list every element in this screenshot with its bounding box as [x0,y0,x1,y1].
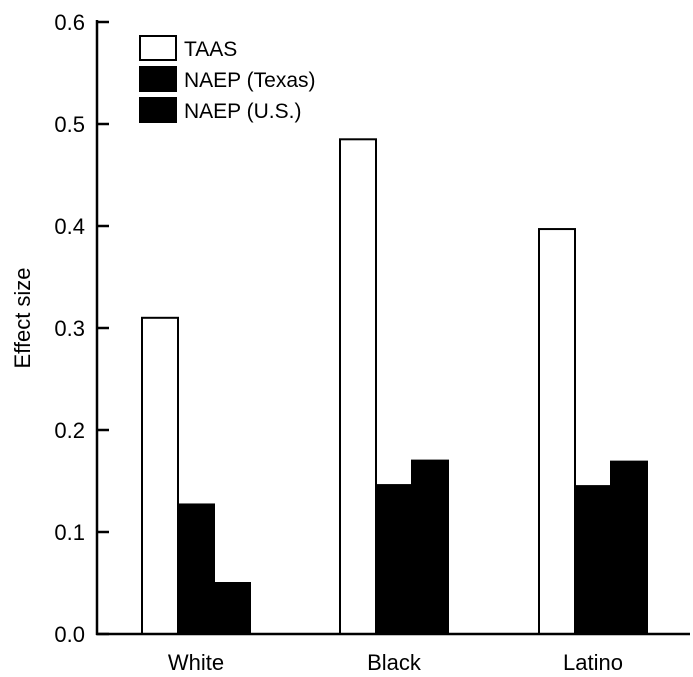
legend-swatch [139,35,177,61]
bar-white-1 [177,503,215,635]
legend-label: NAEP (Texas) [184,69,316,92]
legend-swatch [139,97,177,123]
legend-label: NAEP (U.S.) [184,100,301,123]
bar-latino-1 [574,485,612,635]
x-category-label: Black [367,650,422,675]
bar-black-0 [339,138,377,636]
legend-swatch [139,66,177,92]
legend-label: TAAS [184,38,237,61]
bar-black-1 [375,484,413,635]
plot-area [141,138,648,636]
bar-black-2 [411,459,449,635]
y-axis-title: Effect size [10,267,35,368]
y-tick-label: 0.5 [54,112,85,137]
y-tick-label: 0.6 [54,10,85,35]
x-category-label: Latino [563,650,623,675]
bar-white-2 [213,582,251,635]
bar-latino-0 [538,228,576,635]
y-tick-label: 0.2 [54,418,85,443]
bar-white-0 [141,316,179,635]
axes: 0.0 0.1 0.2 0.3 0.4 0.5 0.6 White Black Latino [54,10,690,675]
y-tick-label: 0.3 [54,316,85,341]
y-tick-label: 0.1 [54,520,85,545]
x-category-label: White [168,650,224,675]
y-tick-label: 0.0 [54,622,85,647]
y-tick-label: 0.4 [54,214,85,239]
bar-latino-2 [610,460,648,635]
legend: TAAS NAEP (Texas) NAEP (U.S.) [139,35,316,123]
